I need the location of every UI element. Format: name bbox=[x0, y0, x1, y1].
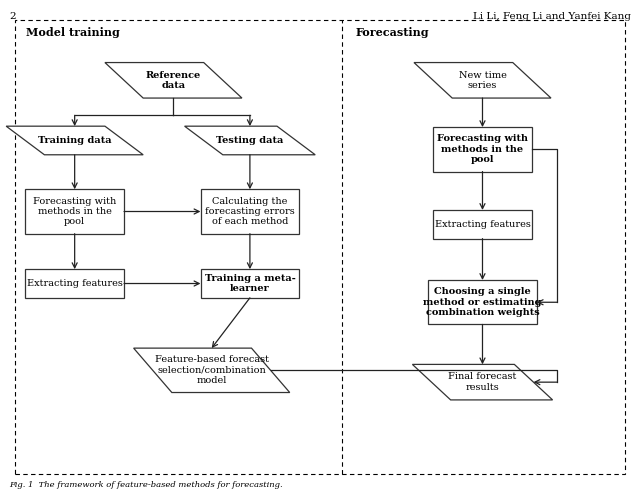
Text: Forecasting: Forecasting bbox=[355, 27, 429, 38]
Polygon shape bbox=[105, 62, 242, 98]
Text: Li Li, Feng Li and Yanfei Kang: Li Li, Feng Li and Yanfei Kang bbox=[473, 12, 631, 21]
Text: Training a meta-
learner: Training a meta- learner bbox=[205, 274, 295, 293]
Polygon shape bbox=[414, 62, 551, 98]
Text: Model training: Model training bbox=[26, 27, 120, 38]
FancyBboxPatch shape bbox=[433, 127, 532, 172]
Text: New time
series: New time series bbox=[458, 70, 506, 90]
Text: Calculating the
forecasting errors
of each method: Calculating the forecasting errors of ea… bbox=[205, 196, 295, 226]
Text: Forecasting with
methods in the
pool: Forecasting with methods in the pool bbox=[437, 134, 528, 164]
Text: Extracting features: Extracting features bbox=[27, 279, 123, 288]
Text: Choosing a single
method or estimating
combination weights: Choosing a single method or estimating c… bbox=[423, 287, 541, 317]
Polygon shape bbox=[412, 365, 552, 400]
Text: Fig. 1  The framework of feature-based methods for forecasting.: Fig. 1 The framework of feature-based me… bbox=[9, 481, 283, 489]
Text: Feature-based forecast
selection/combination
model: Feature-based forecast selection/combina… bbox=[155, 356, 269, 385]
Text: Extracting features: Extracting features bbox=[435, 220, 531, 229]
Text: 2: 2 bbox=[9, 12, 15, 21]
Polygon shape bbox=[134, 348, 290, 392]
Polygon shape bbox=[6, 126, 143, 155]
FancyBboxPatch shape bbox=[428, 280, 537, 324]
FancyBboxPatch shape bbox=[200, 189, 300, 234]
FancyBboxPatch shape bbox=[200, 269, 300, 298]
Text: Training data: Training data bbox=[38, 136, 111, 145]
Polygon shape bbox=[184, 126, 316, 155]
Text: Testing data: Testing data bbox=[216, 136, 284, 145]
FancyBboxPatch shape bbox=[26, 269, 124, 298]
Text: Reference
data: Reference data bbox=[146, 70, 201, 90]
FancyBboxPatch shape bbox=[26, 189, 124, 234]
FancyBboxPatch shape bbox=[433, 210, 532, 239]
Text: Forecasting with
methods in the
pool: Forecasting with methods in the pool bbox=[33, 196, 116, 226]
Text: Final forecast
results: Final forecast results bbox=[448, 372, 516, 392]
